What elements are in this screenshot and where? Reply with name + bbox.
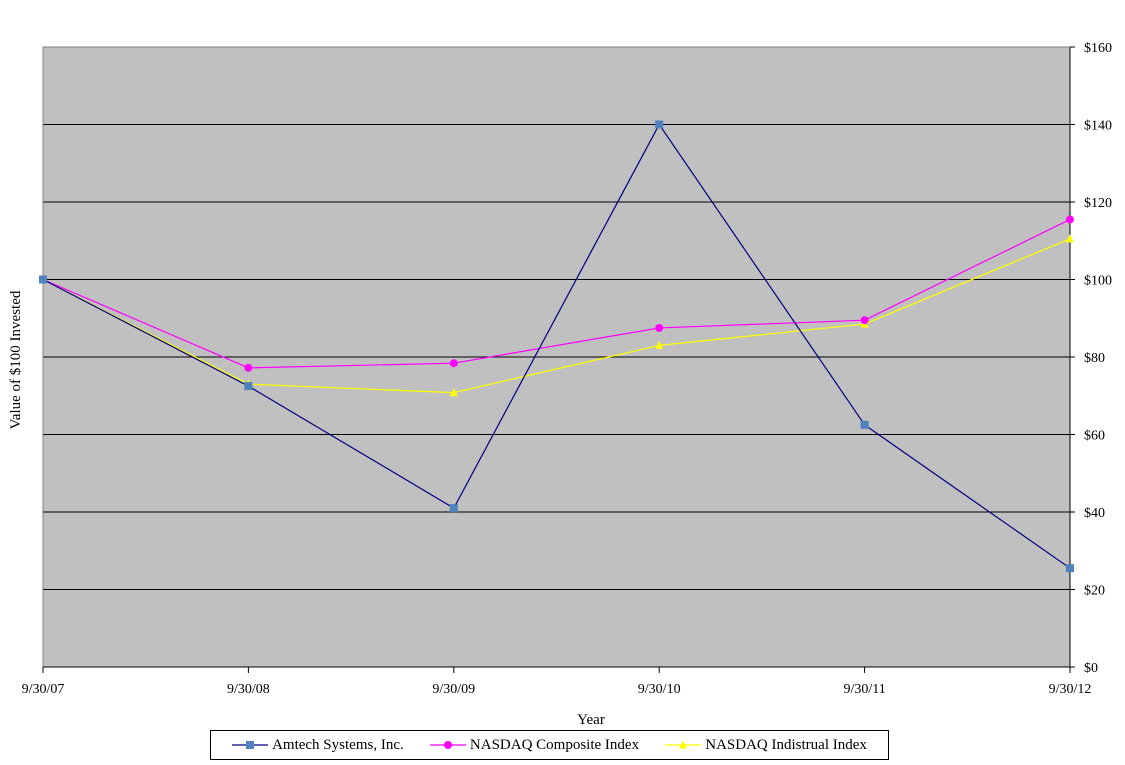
data-point (39, 275, 47, 284)
x-tick-label: 9/30/08 (227, 682, 270, 697)
series-line (42, 238, 1071, 394)
data-point (860, 316, 869, 325)
series (39, 120, 1074, 573)
x-tick-label: 9/30/11 (843, 682, 885, 697)
y-tick-label: $0 (1084, 661, 1098, 676)
x-tick-label: 9/30/07 (22, 682, 65, 697)
data-point (655, 323, 664, 332)
y-tick-label: $120 (1084, 196, 1112, 211)
legend-swatch (232, 741, 269, 749)
data-point (1066, 234, 1074, 243)
legend-label: NASDAQ Indistrual Index (705, 736, 867, 753)
data-point (449, 388, 458, 397)
y-axis-tick-labels: $0 $20 $40 $60 $80 $100 $120 $140 $160 (1084, 41, 1112, 676)
series-line (42, 123, 1071, 569)
y-tick-label: $40 (1084, 506, 1105, 521)
legend: Amtech Systems, Inc. NASDAQ Composite Ind… (210, 730, 889, 760)
y-tick-label: $140 (1084, 119, 1112, 134)
series-amtech-systems-inc (39, 120, 1074, 573)
legend-label: Amtech Systems, Inc. (272, 736, 404, 753)
data-point (1066, 215, 1074, 224)
legend-label: NASDAQ Composite Index (469, 736, 640, 753)
gridlines (43, 124, 1070, 590)
x-axis-title: Year (577, 712, 605, 728)
data-point (449, 504, 458, 513)
legend-item-amtech-systems-inc: Amtech Systems, Inc. (232, 737, 404, 754)
data-point (449, 359, 458, 368)
x-tick-label: 9/30/09 (432, 682, 475, 697)
data-point (1066, 564, 1074, 573)
x-axis-tick-labels: 9/30/07 9/30/08 9/30/09 9/30/10 9/30/11 9/30/… (22, 682, 1092, 697)
y-tick-label: $160 (1084, 41, 1112, 56)
legend-swatch (429, 741, 466, 749)
data-point (244, 363, 253, 372)
data-point (655, 340, 664, 349)
y-tick-label: $100 (1084, 274, 1112, 289)
y-tick-label: $80 (1084, 351, 1105, 366)
axes (42, 46, 1075, 673)
legend-item-nasdaq-indistrual-index: NASDAQ Indistrual Index (665, 737, 867, 754)
y-tick-label: $60 (1084, 429, 1105, 444)
y-tick-label: $20 (1084, 584, 1105, 599)
legend-marker (443, 741, 452, 749)
data-point (244, 382, 253, 391)
legend-swatch (665, 740, 702, 749)
legend-marker (246, 741, 255, 749)
data-point (860, 420, 869, 429)
x-tick-label: 9/30/12 (1049, 682, 1092, 697)
data-point (655, 120, 664, 129)
legend-item-nasdaq-composite-index: NASDAQ Composite Index (429, 736, 640, 754)
series-line (42, 218, 1071, 369)
x-tick-label: 9/30/10 (638, 682, 681, 697)
legend-marker (679, 740, 688, 749)
y-axis-title: Value of $100 Invested (8, 290, 24, 429)
